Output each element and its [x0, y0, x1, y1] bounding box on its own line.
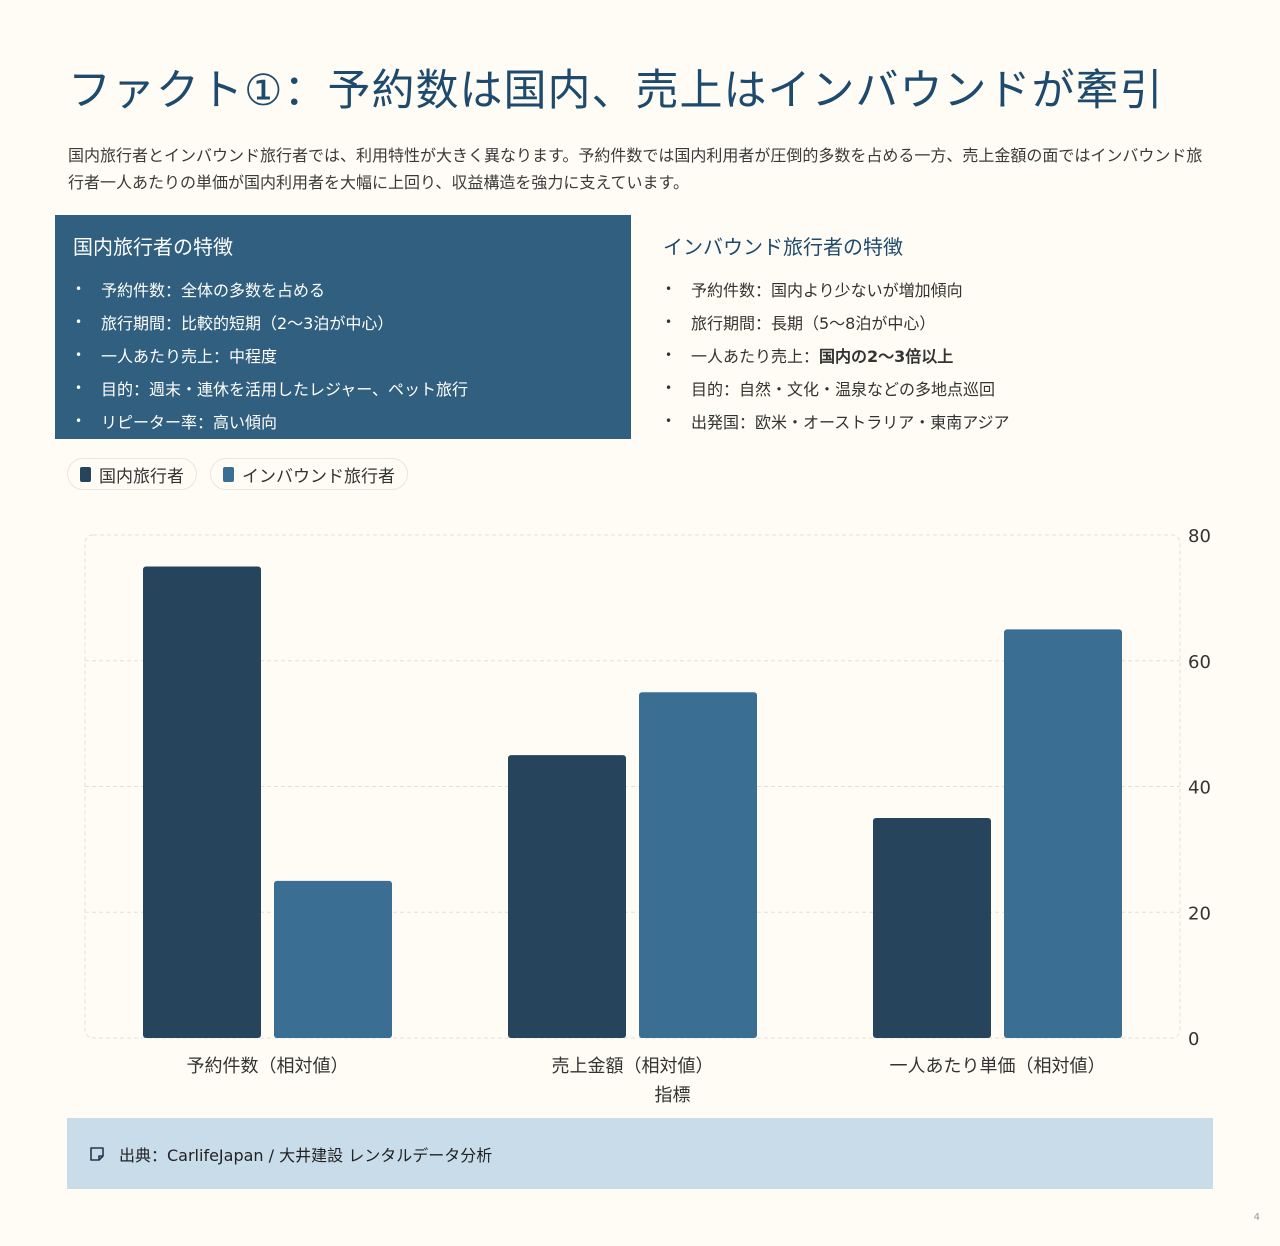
inbound-item-text: 一人あたり売上： [691, 346, 820, 366]
intro-text: 国内旅行者とインバウンド旅行者では、利用特性が大きく異なります。予約件数では国内… [68, 146, 1203, 192]
inbound-item-text: 旅行期間：長期（5〜8泊が中心） [691, 313, 936, 333]
source-text: 出典：CarlifeJapan / 大井建設 レンタルデータ分析 [119, 1145, 493, 1165]
inbound-item: • 目的：自然・文化・温泉などの多地点巡回 [663, 371, 1207, 404]
inbound-item-text: 予約件数：国内より少ないが増加傾向 [691, 280, 963, 300]
domestic-heading: 国内旅行者の特徴 [73, 235, 233, 259]
legend-label-inbound: インバウンド旅行者 [242, 466, 395, 487]
domestic-item: • 目的：週末・連休を活用したレジャー、ペット旅行 [73, 371, 613, 404]
domestic-panel: 国内旅行者の特徴 • 予約件数：全体の多数を占める • 旅行期間：比較的短期（2〜3… [55, 215, 631, 439]
legend-label-domestic: 国内旅行者 [99, 466, 184, 487]
bullet-icon: • [75, 413, 83, 428]
inbound-item-strong: 国内の2〜3倍以上 [819, 346, 954, 366]
bullet-icon: • [665, 413, 673, 428]
domestic-item: • 予約件数：全体の多数を占める [73, 272, 613, 305]
bar-inbound [639, 692, 757, 1038]
y-tick-label: 60 [1188, 652, 1211, 673]
x-axis-label: 指標 [655, 1085, 691, 1106]
legend-item-domestic[interactable]: 国内旅行者 [67, 458, 197, 490]
page-number: 4 [1253, 1212, 1260, 1223]
domestic-item: • リピーター率：高い傾向 [73, 404, 613, 437]
domestic-item: • 旅行期間：比較的短期（2〜3泊が中心） [73, 305, 613, 338]
inbound-item-text: 出発国：欧米・オーストラリア・東南アジア [691, 412, 1010, 432]
legend-swatch-domestic [80, 466, 91, 482]
bar-domestic [143, 566, 261, 1038]
inbound-heading: インバウンド旅行者の特徴 [663, 235, 903, 259]
bullet-icon: • [75, 314, 83, 329]
bar-chart: 0 20 40 60 80 予約件数（相対値） 売上金額（相対値） 一人あたり単価（相対値） 指… [84, 526, 1211, 1106]
y-tick-label: 20 [1188, 903, 1211, 924]
chart-legend: 国内旅行者 インバウンド旅行者 [67, 458, 408, 490]
note-icon [90, 1146, 104, 1161]
y-tick-label: 40 [1188, 778, 1211, 799]
source-box: 出典：CarlifeJapan / 大井建設 レンタルデータ分析 [67, 1118, 1213, 1189]
y-tick-label: 80 [1188, 526, 1211, 547]
domestic-item: • 一人あたり売上：中程度 [73, 338, 613, 371]
inbound-panel: インバウンド旅行者の特徴 • 予約件数：国内より少ないが増加傾向 • 旅行期間：長期… [645, 215, 1225, 439]
plot-frame [84, 534, 1181, 1039]
bullet-icon: • [75, 281, 83, 296]
legend-item-inbound[interactable]: インバウンド旅行者 [210, 458, 408, 490]
domestic-item-text: 目的：週末・連休を活用したレジャー、ペット旅行 [101, 379, 469, 399]
inbound-item: • 旅行期間：長期（5〜8泊が中心） [663, 305, 1207, 338]
bar-inbound [1004, 629, 1122, 1038]
bullet-icon: • [665, 314, 673, 329]
domestic-list: • 予約件数：全体の多数を占める • 旅行期間：比較的短期（2〜3泊が中心） • 一人… [73, 272, 613, 437]
bullet-icon: • [75, 347, 83, 362]
domestic-item-text: 一人あたり売上：中程度 [101, 346, 278, 366]
inbound-item-text: 目的：自然・文化・温泉などの多地点巡回 [691, 379, 996, 399]
x-tick-label: 予約件数（相対値） [187, 1056, 349, 1077]
inbound-item: • 予約件数：国内より少ないが増加傾向 [663, 272, 1207, 305]
page-title: ファクト①：予約数は国内、売上はインバウンドが牽引 [68, 66, 1164, 116]
bullet-icon: • [665, 281, 673, 296]
x-tick-label: 売上金額（相対値） [552, 1056, 714, 1077]
domestic-item-text: 旅行期間：比較的短期（2〜3泊が中心） [101, 313, 394, 333]
x-tick-label: 一人あたり単価（相対値） [890, 1056, 1106, 1077]
bullet-icon: • [665, 347, 673, 362]
inbound-list: • 予約件数：国内より少ないが増加傾向 • 旅行期間：長期（5〜8泊が中心） • 一人… [663, 272, 1207, 437]
legend-swatch-inbound [223, 466, 234, 482]
y-tick-label: 0 [1188, 1029, 1199, 1050]
inbound-item: • 一人あたり売上： 国内の2〜3倍以上 [663, 338, 1207, 371]
inbound-item: • 出発国：欧米・オーストラリア・東南アジア [663, 404, 1207, 437]
bullet-icon: • [75, 380, 83, 395]
bar-domestic [508, 755, 626, 1038]
bar-domestic [873, 817, 991, 1038]
domestic-item-text: リピーター率：高い傾向 [101, 412, 278, 432]
bar-inbound [274, 880, 392, 1038]
domestic-item-text: 予約件数：全体の多数を占める [101, 280, 326, 300]
bullet-icon: • [665, 380, 673, 395]
